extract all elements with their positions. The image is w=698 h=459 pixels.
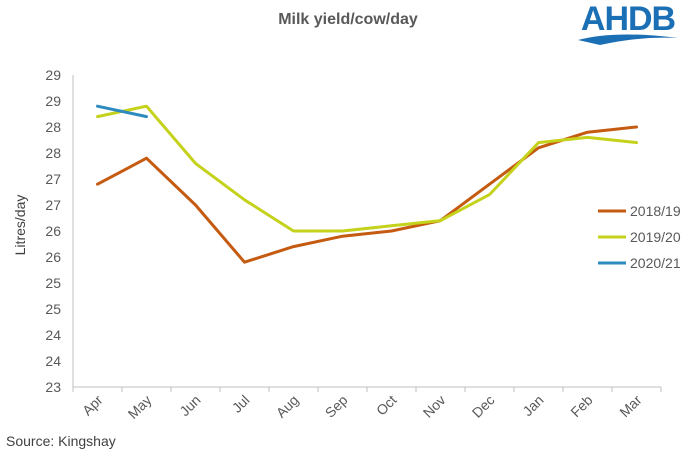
- y-axis-ticks: 23 24 24 25 25 26 26 27 27 28 28 29 29: [45, 67, 61, 395]
- y-tick-label: 23: [45, 379, 61, 395]
- source-note: Source: Kingshay: [6, 433, 116, 449]
- x-tick-label: Nov: [420, 392, 449, 421]
- x-tick-label: Jul: [229, 392, 253, 416]
- x-tick-label: Aug: [273, 392, 302, 421]
- legend-label: 2018/19: [630, 203, 681, 219]
- series-line-2019-20: [98, 106, 637, 231]
- legend: 2018/19 2019/20 2020/21: [598, 203, 681, 271]
- ahdb-logo-text: AHDB: [581, 0, 676, 38]
- x-tick-label: Sep: [322, 392, 351, 421]
- chart: Milk yield/cow/day AHDB Litres/day 23 24 2…: [0, 0, 698, 454]
- x-tick-label: Jan: [519, 392, 546, 419]
- y-tick-label: 27: [45, 171, 61, 187]
- y-tick-label: 28: [45, 145, 61, 161]
- x-tick-label: Apr: [79, 392, 106, 419]
- ahdb-logo: AHDB: [578, 0, 678, 45]
- y-tick-label: 29: [45, 67, 61, 83]
- y-tick-label: 26: [45, 223, 61, 239]
- legend-label: 2019/20: [630, 229, 681, 245]
- y-tick-label: 25: [45, 275, 61, 291]
- chart-title: Milk yield/cow/day: [278, 11, 418, 28]
- x-tick-label: Oct: [373, 392, 400, 419]
- y-axis-label: Litres/day: [12, 195, 28, 256]
- y-tick-label: 29: [45, 93, 61, 109]
- y-tick-label: 25: [45, 301, 61, 317]
- y-tick-label: 26: [45, 249, 61, 265]
- x-axis-ticks: Apr May Jun Jul Aug Sep Oct Nov Dec Jan Feb Mar: [73, 387, 661, 422]
- series-layer: [98, 106, 637, 262]
- x-tick-label: Dec: [469, 392, 498, 421]
- y-tick-label: 24: [45, 353, 61, 369]
- x-tick-label: May: [125, 392, 155, 422]
- y-tick-label: 28: [45, 119, 61, 135]
- y-tick-label: 24: [45, 327, 61, 343]
- legend-label: 2020/21: [630, 255, 681, 271]
- chart-svg: Milk yield/cow/day AHDB Litres/day 23242…: [0, 0, 698, 454]
- series-line-2018-19: [98, 127, 637, 262]
- x-tick-label: Jun: [176, 392, 203, 419]
- x-tick-label: Feb: [567, 392, 596, 421]
- x-tick-label: Mar: [616, 392, 645, 421]
- y-tick-label: 27: [45, 197, 61, 213]
